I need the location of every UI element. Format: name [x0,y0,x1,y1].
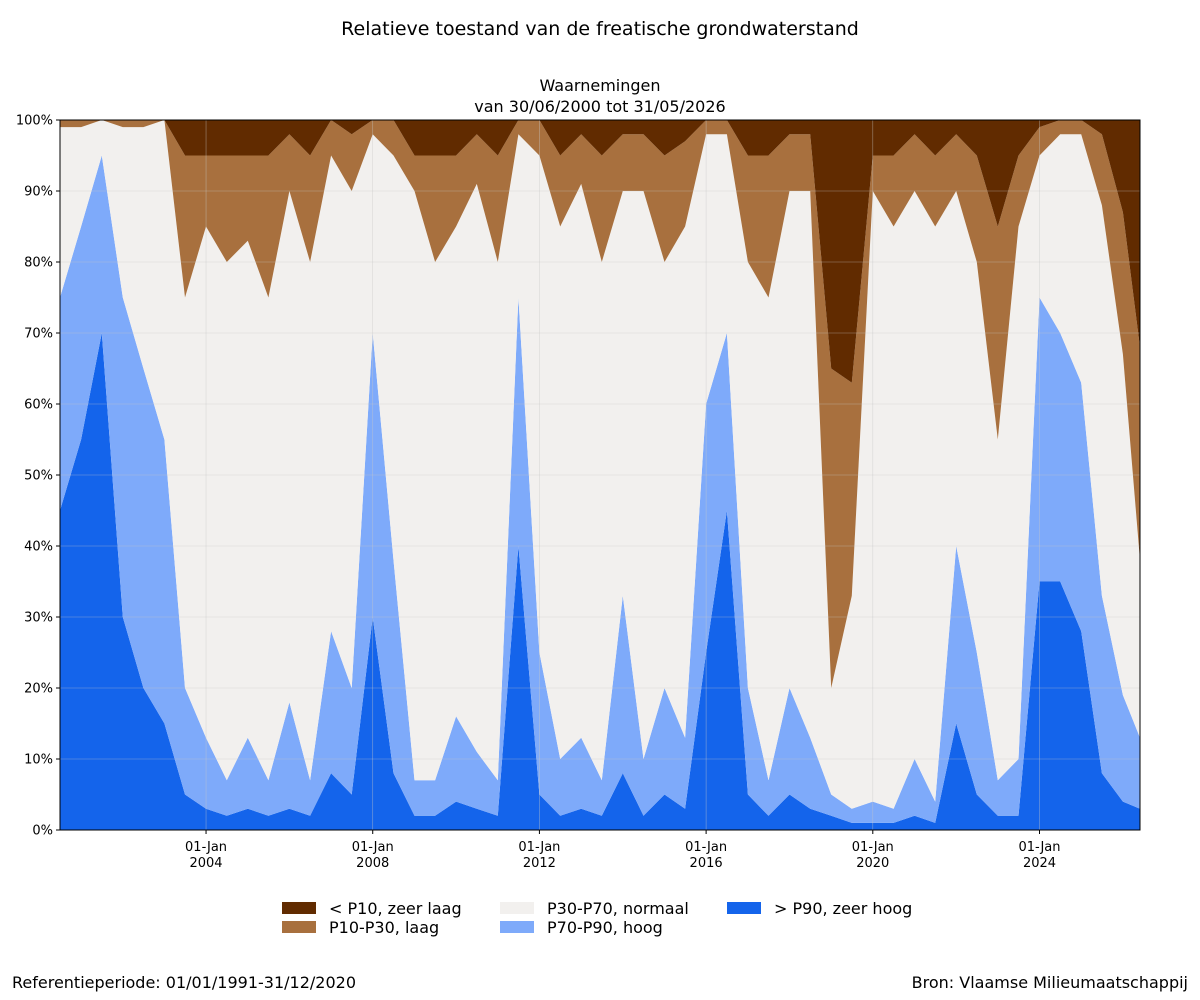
chart-title: Relatieve toestand van de freatische gro… [341,18,859,40]
legend-swatch [727,902,761,914]
y-tick-label: 30% [24,611,53,626]
x-tick-label-year: 2024 [1023,856,1056,871]
legend-swatch [500,902,534,914]
y-tick-label: 60% [24,398,53,413]
x-tick-label-year: 2004 [189,856,222,871]
y-tick-label: 70% [24,327,53,342]
x-tick-label-year: 2020 [856,856,889,871]
legend-swatch [282,902,316,914]
legend-label: P30-P70, normaal [547,899,689,918]
y-tick-label: 100% [16,114,53,129]
y-tick-label: 0% [32,824,53,839]
x-tick-label-year: 2012 [523,856,556,871]
x-tick-label-day: 01-Jan [185,840,227,855]
x-tick-label-day: 01-Jan [1018,840,1060,855]
source-note: Bron: Vlaamse Milieumaatschappij [911,973,1188,992]
x-tick-label-day: 01-Jan [518,840,560,855]
x-tick-label-day: 01-Jan [852,840,894,855]
legend-label: P10-P30, laag [329,918,439,937]
x-tick-label-day: 01-Jan [685,840,727,855]
chart-subtitle-line-1: Waarnemingen [540,76,661,95]
legend-label: < P10, zeer laag [329,899,462,918]
y-tick-label: 90% [24,185,53,200]
chart-subtitle-line-2: van 30/06/2000 tot 31/05/2026 [474,97,725,116]
x-axis: 01-Jan200401-Jan200801-Jan201201-Jan2016… [185,830,1060,871]
plot-area [60,120,1140,830]
y-tick-label: 50% [24,469,53,484]
x-tick-label-year: 2016 [690,856,723,871]
gridlines [60,120,1140,830]
x-tick-label-year: 2008 [356,856,389,871]
legend-label: > P90, zeer hoog [774,899,912,918]
y-tick-label: 10% [24,753,53,768]
area-series-0 [60,333,1140,830]
y-tick-label: 20% [24,682,53,697]
y-tick-label: 80% [24,256,53,271]
reference-period-note: Referentieperiode: 01/01/1991-31/12/2020 [12,973,356,992]
area-series-1 [60,155,1140,823]
legend-swatch [282,921,316,933]
area-series-3 [60,120,1140,688]
area-series-4 [60,120,1140,383]
y-axis: 0% 10% 20% 30% 40% 50% 60% 70% 80% 90% 100% [16,114,60,839]
legend-label: P70-P90, hoog [547,918,663,937]
x-tick-label-day: 01-Jan [352,840,394,855]
y-tick-label: 40% [24,540,53,555]
area-series-2 [60,120,1140,809]
legend-swatch [500,921,534,933]
